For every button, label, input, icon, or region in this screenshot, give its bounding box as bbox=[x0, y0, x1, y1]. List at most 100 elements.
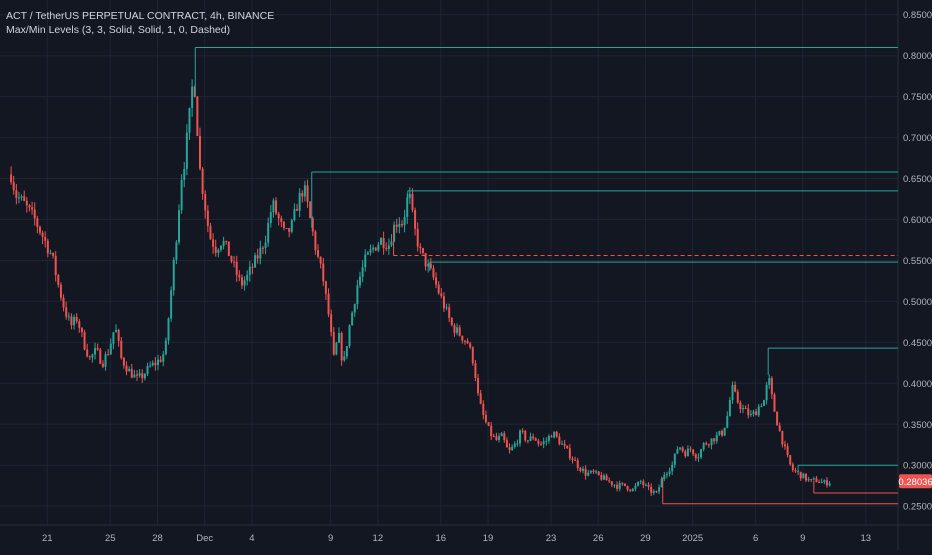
candle-body bbox=[387, 245, 390, 249]
candle-body bbox=[419, 246, 422, 249]
candle-body bbox=[343, 356, 346, 361]
candle-body bbox=[668, 471, 671, 474]
candle-body bbox=[634, 485, 637, 489]
candle-body bbox=[109, 343, 112, 355]
candle-body bbox=[330, 314, 333, 333]
candle-body bbox=[658, 487, 661, 492]
candle-body bbox=[86, 349, 89, 357]
candle-body bbox=[718, 430, 721, 435]
candle-body bbox=[324, 281, 327, 294]
candle-body bbox=[267, 223, 270, 243]
candle-body bbox=[639, 481, 642, 483]
candle-body bbox=[136, 374, 139, 376]
candle-body bbox=[448, 307, 451, 319]
candle-body bbox=[183, 168, 186, 180]
candle-body bbox=[818, 482, 821, 484]
x-tick-label: 9 bbox=[328, 533, 333, 544]
candle-body bbox=[379, 238, 382, 245]
candle-body bbox=[348, 325, 351, 347]
candle-body bbox=[317, 250, 320, 257]
candle-body bbox=[694, 454, 697, 459]
candle-body bbox=[760, 405, 763, 407]
candle-body bbox=[461, 335, 464, 341]
candle-body bbox=[589, 470, 592, 473]
candle-body bbox=[482, 403, 485, 416]
candle-body bbox=[563, 443, 566, 446]
candle-body bbox=[52, 252, 55, 256]
candle-body bbox=[73, 316, 76, 326]
candle-body bbox=[749, 414, 752, 416]
y-tick-label: 0.25000 bbox=[903, 502, 932, 513]
candle-body bbox=[637, 481, 640, 486]
candle-body bbox=[702, 443, 705, 450]
candle-body bbox=[623, 483, 626, 486]
candle-body bbox=[616, 484, 619, 489]
candle-body bbox=[338, 332, 341, 343]
candle-body bbox=[595, 471, 598, 473]
candle-body bbox=[366, 252, 369, 255]
candle-body bbox=[495, 436, 498, 441]
candle-body bbox=[458, 327, 461, 336]
candle-body bbox=[107, 354, 110, 356]
candle-body bbox=[540, 443, 543, 445]
candle-body bbox=[198, 135, 201, 169]
candle-body bbox=[191, 86, 194, 108]
candle-body bbox=[592, 470, 595, 473]
candle-body bbox=[762, 400, 765, 406]
candle-body bbox=[395, 224, 398, 227]
candle-body bbox=[259, 247, 262, 259]
candle-body bbox=[372, 247, 375, 250]
candle-body bbox=[217, 249, 220, 253]
candle-body bbox=[149, 365, 152, 367]
candle-body bbox=[692, 449, 695, 455]
candle-body bbox=[219, 245, 222, 250]
candle-body bbox=[414, 210, 417, 229]
candle-body bbox=[466, 340, 469, 344]
candle-body bbox=[605, 475, 608, 481]
candle-body bbox=[75, 316, 78, 322]
candle-body bbox=[584, 468, 587, 476]
candle-body bbox=[141, 373, 144, 379]
candle-body bbox=[374, 247, 377, 251]
candle-body bbox=[175, 242, 178, 260]
candle-body bbox=[786, 446, 789, 456]
candle-body bbox=[201, 168, 204, 195]
candle-body bbox=[629, 489, 632, 491]
x-tick-label: 26 bbox=[593, 533, 604, 544]
candle-body bbox=[59, 284, 62, 298]
candle-body bbox=[742, 408, 745, 410]
candle-body bbox=[80, 327, 83, 333]
candle-body bbox=[151, 362, 154, 366]
candle-body bbox=[25, 200, 28, 206]
candle-body bbox=[233, 261, 236, 263]
candle-body bbox=[345, 346, 348, 357]
candle-body bbox=[508, 447, 511, 451]
candle-body bbox=[269, 212, 272, 224]
candle-body bbox=[516, 443, 519, 445]
candle-body bbox=[665, 473, 668, 475]
last-price-badge bbox=[899, 474, 932, 489]
candle-body bbox=[112, 332, 115, 344]
candle-body bbox=[723, 427, 726, 436]
candle-body bbox=[768, 378, 771, 385]
candle-body bbox=[290, 220, 293, 232]
candle-body bbox=[209, 226, 212, 240]
candle-body bbox=[421, 248, 424, 254]
candle-body bbox=[728, 400, 731, 416]
candle-body bbox=[810, 479, 813, 481]
candle-body bbox=[463, 340, 466, 342]
candle-body bbox=[513, 443, 516, 447]
candle-body bbox=[791, 464, 794, 471]
candle-body bbox=[621, 483, 624, 485]
candle-body bbox=[67, 316, 70, 318]
candle-body bbox=[406, 197, 409, 217]
candle-body bbox=[254, 255, 257, 268]
candle-body bbox=[804, 473, 807, 481]
candle-body bbox=[261, 247, 264, 249]
